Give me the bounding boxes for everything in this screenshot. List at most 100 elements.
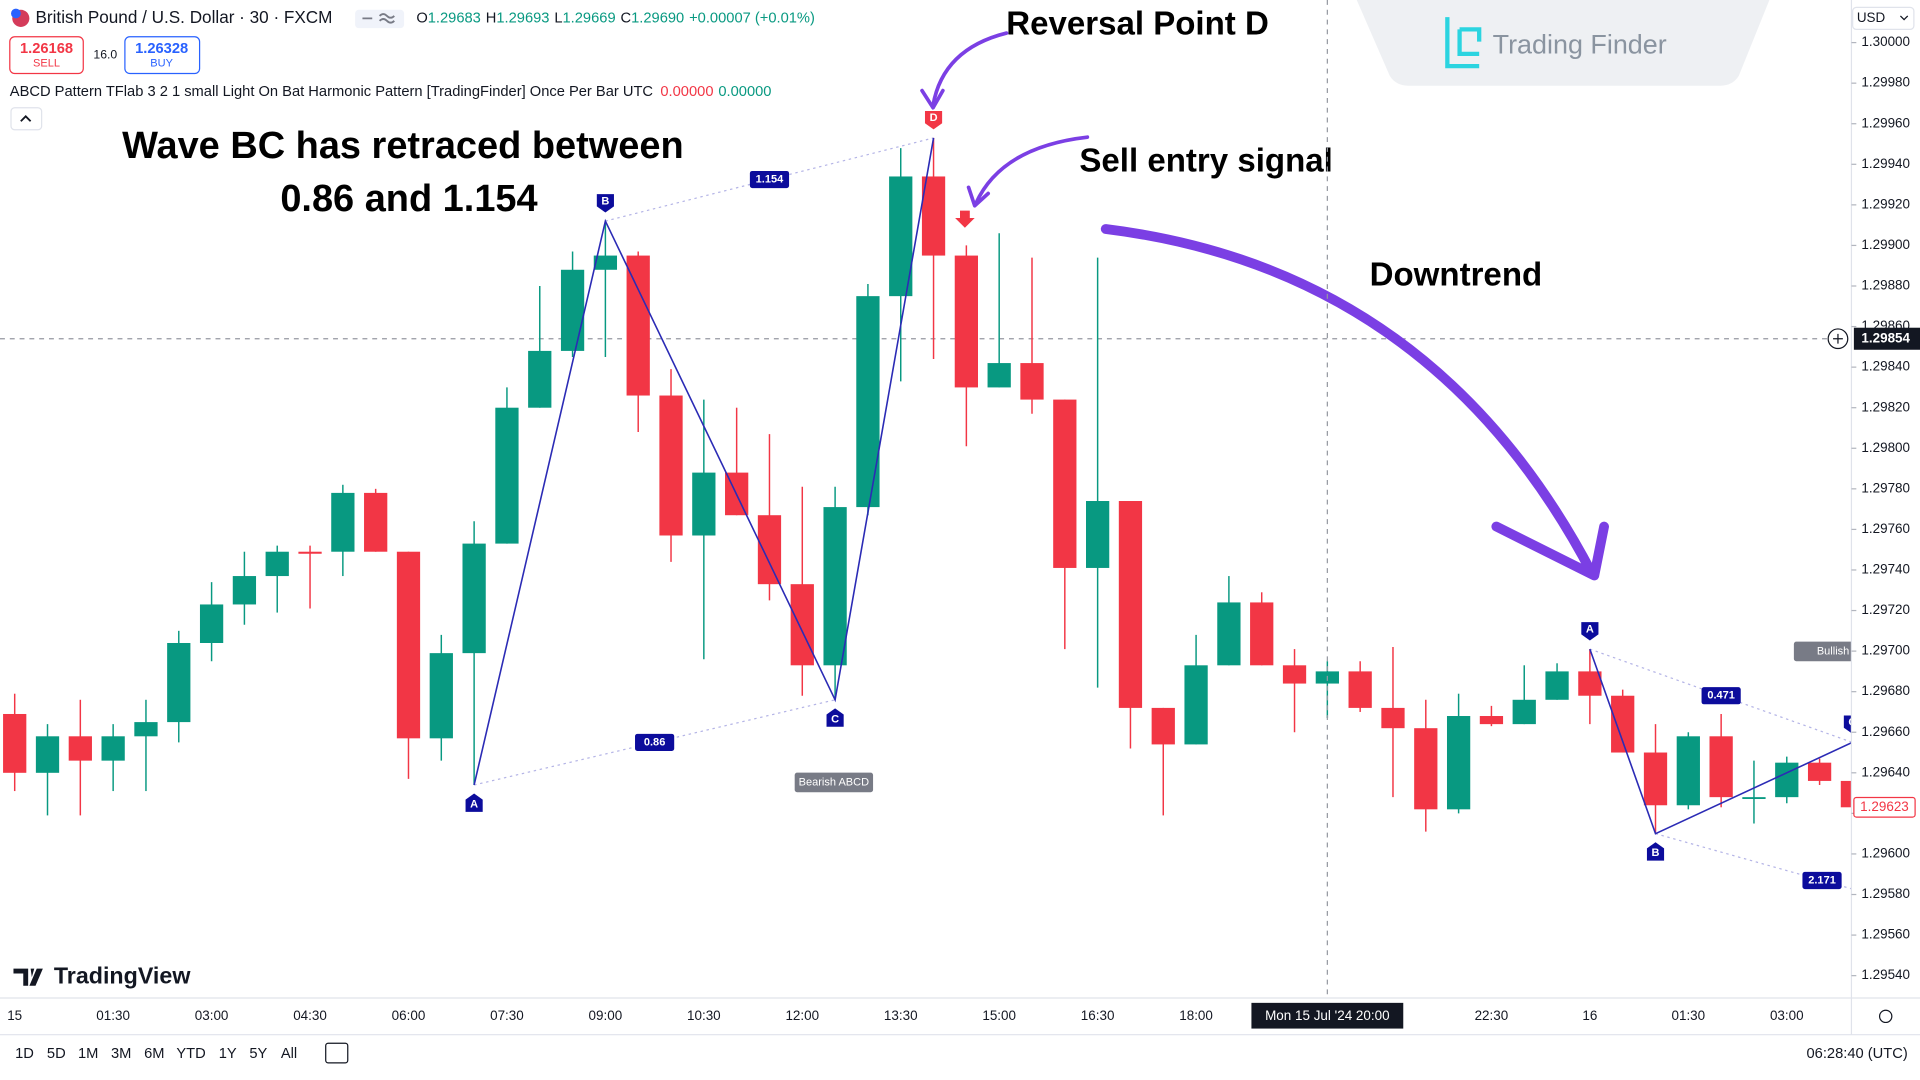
currency: USD xyxy=(1857,10,1886,25)
candle-body xyxy=(1282,665,1307,684)
range-button[interactable]: 5D xyxy=(47,1046,66,1062)
ratio-label: 2.171 xyxy=(1808,874,1836,886)
sell-button[interactable] xyxy=(9,36,84,75)
candle-body xyxy=(167,642,191,723)
candle-body xyxy=(495,407,519,544)
arrow xyxy=(931,31,1009,108)
candle-body xyxy=(1086,501,1110,568)
y-tick-label: 1.29820 xyxy=(1861,399,1910,414)
x-tick-label: 07:30 xyxy=(490,1008,524,1023)
point-label: D xyxy=(930,112,938,124)
crosshair-price-box xyxy=(1853,327,1920,350)
ohlc-label: H xyxy=(486,10,497,26)
y-tick-label: 1.29880 xyxy=(1861,278,1910,293)
ratio-box xyxy=(749,170,790,189)
ohlc: O1.29683 H1.29693 L1.29669 C1.29690 +0.00007… xyxy=(416,10,815,26)
candle-body xyxy=(757,515,782,585)
logo-text: Trading Finder xyxy=(1493,30,1667,60)
pattern-leg xyxy=(473,137,935,786)
ohlc-label: L xyxy=(554,10,562,26)
y-tick-label: 1.29540 xyxy=(1861,967,1910,982)
indicator-name: ABCD Pattern TFlab 3 2 1 small Light On … xyxy=(10,84,654,100)
ratio-label: 1.154 xyxy=(756,173,784,185)
range-button[interactable]: 1Y xyxy=(219,1046,237,1062)
candle-body xyxy=(265,551,289,577)
y-tick-label: 1.29760 xyxy=(1861,521,1910,536)
candle-body xyxy=(1446,716,1471,810)
point-marker xyxy=(1843,715,1852,734)
crosshair-time-box xyxy=(1251,1002,1404,1029)
pattern-name-box xyxy=(1793,641,1852,662)
date-range-button[interactable] xyxy=(325,1042,349,1064)
candle-body xyxy=(199,604,224,643)
ratio-label: 0.86 xyxy=(644,736,665,748)
crosshair-time: Mon 15 Jul '24 20:00 xyxy=(1265,1008,1389,1023)
point-marker xyxy=(596,194,614,213)
annotation: Downtrend xyxy=(1370,256,1543,293)
y-tick-label: 1.29640 xyxy=(1861,764,1910,779)
x-tick-label: 16:30 xyxy=(1081,1008,1115,1023)
pattern-name: Bullish xyxy=(1817,645,1849,657)
point-label: A xyxy=(1586,623,1594,635)
x-tick-label: 15 xyxy=(7,1008,22,1023)
range-button[interactable]: 3M xyxy=(111,1046,131,1062)
pattern-name-box xyxy=(794,772,874,793)
candle-body xyxy=(429,653,453,739)
point-marker xyxy=(924,110,943,130)
candle-body xyxy=(1053,399,1077,568)
point-label: A xyxy=(470,798,478,810)
ohlc-value: 1.29669 xyxy=(563,10,616,26)
settings-button[interactable] xyxy=(1878,1009,1893,1024)
point-label: C xyxy=(831,713,839,725)
y-tick-label: 1.29900 xyxy=(1861,237,1910,252)
candle-body xyxy=(790,584,814,666)
point-marker xyxy=(465,793,483,812)
point-marker xyxy=(826,708,844,727)
x-tick-label: 18:00 xyxy=(1179,1008,1213,1023)
candle-body xyxy=(331,492,355,552)
collapse-button[interactable] xyxy=(10,107,43,131)
annotation: Reversal Point D xyxy=(1006,5,1269,42)
range-button[interactable]: 1D xyxy=(15,1046,34,1062)
candle-body xyxy=(232,576,257,605)
indicator-value: 0.00000 xyxy=(718,84,771,100)
buy-button[interactable] xyxy=(124,36,201,75)
x-tick-label: 01:30 xyxy=(1671,1008,1705,1023)
y-tick-label: 1.29740 xyxy=(1861,562,1910,577)
ratio-line xyxy=(605,137,934,222)
candle-body xyxy=(1775,762,1799,798)
x-tick-label: 22:30 xyxy=(1475,1008,1509,1023)
sell-price: 1.26168 xyxy=(20,41,73,57)
indicator-toggle[interactable] xyxy=(355,9,405,29)
annotation: Sell entry signal xyxy=(1079,143,1332,180)
y-tick-label: 1.29560 xyxy=(1861,927,1910,942)
range-button[interactable]: 5Y xyxy=(249,1046,267,1062)
candle-body xyxy=(462,543,486,654)
x-tick-label: 09:00 xyxy=(589,1008,623,1023)
candle-body xyxy=(1709,736,1733,798)
collapse-icon xyxy=(20,115,32,122)
annotation-arrows xyxy=(920,31,1609,581)
tradingview-logo xyxy=(13,968,43,986)
candle-body xyxy=(1807,762,1832,781)
candle-body xyxy=(1250,602,1274,666)
arrow-head xyxy=(920,88,945,110)
y-tick-label: 1.29720 xyxy=(1861,602,1910,617)
arrow xyxy=(1100,224,1597,578)
candle-body xyxy=(3,713,27,773)
currency-button[interactable] xyxy=(1852,6,1915,30)
range-button[interactable]: 6M xyxy=(144,1046,164,1062)
candle-body xyxy=(1414,728,1438,810)
candle-body xyxy=(560,269,585,351)
x-tick-label: 15:00 xyxy=(982,1008,1016,1023)
sell-signal xyxy=(955,210,975,228)
range-button[interactable]: All xyxy=(281,1046,297,1062)
y-tick-label: 1.29960 xyxy=(1861,115,1910,130)
y-tick-label: 1.29680 xyxy=(1861,683,1910,698)
range-button[interactable]: YTD xyxy=(176,1046,205,1062)
candle-body xyxy=(364,492,388,552)
symbol-title[interactable]: British Pound / U.S. Dollar · 30 · FXCM xyxy=(36,7,333,27)
buy-price: 1.26328 xyxy=(135,41,188,57)
range-button[interactable]: 1M xyxy=(78,1046,98,1062)
